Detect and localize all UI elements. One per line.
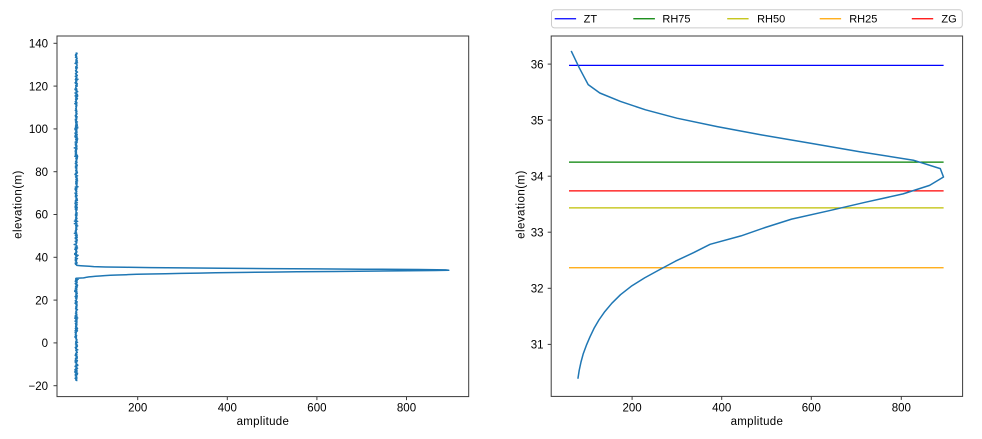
svg-text:40: 40 (35, 253, 48, 265)
svg-text:ZG: ZG (941, 13, 956, 25)
svg-text:RH50: RH50 (757, 13, 785, 25)
svg-text:600: 600 (802, 403, 821, 415)
svg-text:−20: −20 (28, 381, 48, 393)
svg-text:20: 20 (35, 295, 48, 307)
svg-text:amplitude: amplitude (731, 416, 784, 428)
svg-text:31: 31 (531, 340, 544, 352)
svg-text:RH75: RH75 (662, 13, 690, 25)
svg-text:36: 36 (531, 59, 544, 71)
svg-text:800: 800 (892, 403, 911, 415)
svg-text:80: 80 (35, 167, 48, 179)
svg-text:elevation(m): elevation(m) (516, 170, 528, 239)
svg-text:400: 400 (218, 403, 237, 415)
svg-text:800: 800 (397, 403, 416, 415)
svg-text:RH25: RH25 (849, 13, 877, 25)
svg-text:33: 33 (531, 227, 544, 239)
svg-text:0: 0 (42, 338, 48, 350)
svg-text:32: 32 (531, 284, 544, 296)
svg-text:ZT: ZT (584, 13, 598, 25)
svg-text:200: 200 (128, 403, 147, 415)
svg-text:elevation(m): elevation(m) (13, 170, 25, 239)
svg-text:120: 120 (29, 81, 48, 93)
svg-text:60: 60 (35, 210, 48, 222)
svg-text:400: 400 (712, 403, 731, 415)
svg-text:140: 140 (29, 39, 48, 51)
svg-text:600: 600 (307, 403, 326, 415)
svg-text:amplitude: amplitude (237, 416, 290, 428)
svg-text:35: 35 (531, 115, 544, 127)
svg-text:200: 200 (623, 403, 642, 415)
svg-text:100: 100 (29, 124, 48, 136)
svg-text:34: 34 (531, 171, 544, 183)
